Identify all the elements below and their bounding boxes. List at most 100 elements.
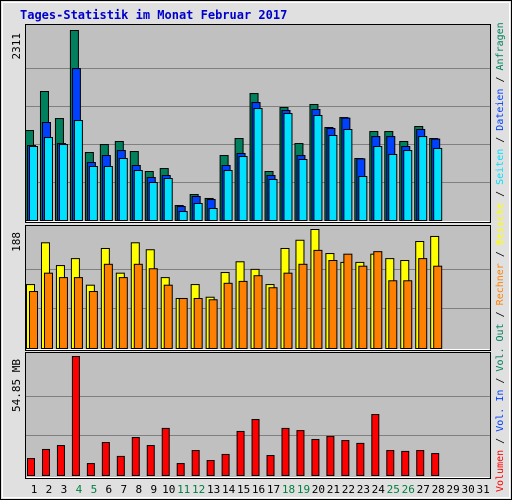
bar <box>373 251 383 349</box>
bar <box>133 263 143 350</box>
bar <box>103 165 113 221</box>
legend-entry: Dateien <box>495 89 506 131</box>
bar <box>176 463 185 476</box>
bar <box>433 265 443 349</box>
bar <box>403 150 413 222</box>
bar <box>298 158 308 222</box>
bar <box>386 450 395 477</box>
bar <box>296 430 305 476</box>
bar <box>178 297 188 350</box>
legend-entry: Anfragen <box>495 22 506 70</box>
legend-separator: / <box>495 131 506 149</box>
bar <box>56 445 65 476</box>
bar <box>43 137 53 221</box>
bar <box>236 430 245 476</box>
x-tick-label: 28 <box>432 483 445 496</box>
bar <box>41 448 50 477</box>
bar <box>191 450 200 477</box>
bar <box>161 427 170 476</box>
bar <box>418 258 428 350</box>
x-tick-label: 31 <box>476 483 489 496</box>
x-tick-label: 24 <box>372 483 386 496</box>
bar <box>328 260 338 349</box>
bar <box>58 144 68 221</box>
bar <box>416 450 425 477</box>
bar <box>253 108 263 221</box>
x-tick-label: 9 <box>150 483 157 496</box>
bar <box>268 287 278 349</box>
bar <box>27 458 35 476</box>
bar <box>431 453 440 477</box>
legend-entry: Rechner <box>495 263 506 305</box>
x-tick-label: 17 <box>267 483 280 496</box>
legend-entry: Seiten <box>495 149 506 185</box>
x-tick-label: 6 <box>106 483 113 496</box>
bar <box>358 265 368 349</box>
bar <box>73 277 83 349</box>
bar <box>29 146 38 221</box>
bar <box>343 253 353 349</box>
bar <box>328 134 338 221</box>
bar <box>148 182 158 222</box>
bar <box>313 115 323 221</box>
bar <box>163 284 173 349</box>
bar <box>223 282 233 349</box>
bar <box>418 136 428 221</box>
x-tick-label: 14 <box>222 483 236 496</box>
bar <box>101 442 110 477</box>
x-tick-label: 18 <box>282 483 295 496</box>
bar <box>311 438 320 476</box>
x-tick-label: 15 <box>237 483 250 496</box>
bar <box>116 455 125 476</box>
bar <box>268 178 278 222</box>
x-tick-label: 26 <box>402 483 415 496</box>
bar <box>281 427 290 476</box>
bar <box>178 211 188 222</box>
x-tick-label: 21 <box>327 483 340 496</box>
bar <box>283 113 293 221</box>
bar <box>403 280 413 349</box>
x-tick-label: 29 <box>447 483 460 496</box>
bar <box>341 440 350 476</box>
bar <box>29 291 38 350</box>
bar <box>223 170 233 222</box>
legend-separator: / <box>495 245 506 263</box>
x-tick-label: 8 <box>135 483 142 496</box>
bar <box>73 120 83 221</box>
bar <box>221 453 230 476</box>
legend-entry: Vol. Out <box>495 323 506 371</box>
legend: Volumen / Vol. In / Vol. Out / Rechner /… <box>495 22 506 492</box>
x-tick-label: 12 <box>192 483 205 496</box>
x-tick-label: 10 <box>162 483 175 496</box>
bar <box>283 272 293 350</box>
legend-separator: / <box>495 305 506 323</box>
bar <box>356 442 365 477</box>
legend-entry: Vol. In <box>495 390 506 432</box>
bar <box>118 277 128 349</box>
legend-separator: / <box>495 185 506 203</box>
bar <box>88 165 98 221</box>
bar <box>238 156 248 221</box>
y-tick-label: 188 <box>10 232 23 252</box>
legend-entry: Besuche <box>495 203 506 245</box>
bar <box>58 277 68 349</box>
bar <box>193 202 203 222</box>
bar <box>131 437 140 476</box>
x-tick-label: 25 <box>387 483 400 496</box>
bar <box>208 299 218 350</box>
bar <box>146 445 155 476</box>
bar <box>71 356 80 476</box>
bar <box>103 263 113 350</box>
bar <box>313 249 323 349</box>
x-tick-label: 13 <box>207 483 220 496</box>
bar <box>401 450 410 477</box>
bar <box>148 268 158 350</box>
y-tick-label: 2311 <box>10 33 23 60</box>
bar <box>326 435 335 476</box>
bar <box>388 280 398 349</box>
bar <box>43 272 53 350</box>
x-tick-label: 5 <box>91 483 98 496</box>
bar <box>388 153 398 221</box>
